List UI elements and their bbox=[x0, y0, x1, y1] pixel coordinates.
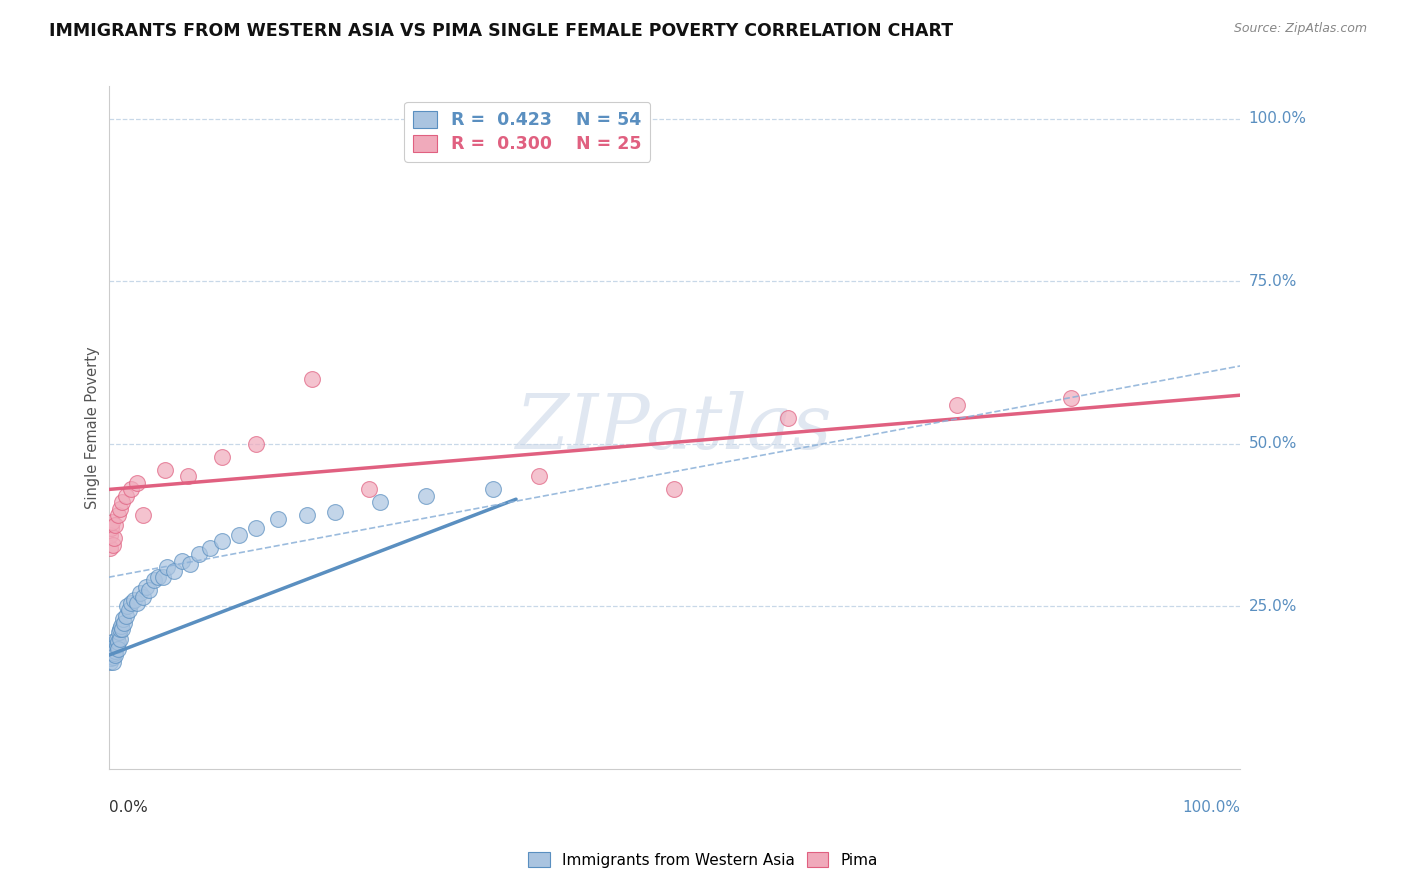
Point bbox=[323, 505, 346, 519]
Point bbox=[120, 483, 142, 497]
Point bbox=[527, 469, 550, 483]
Point bbox=[131, 508, 153, 523]
Point bbox=[107, 508, 129, 523]
Point bbox=[211, 534, 233, 549]
Point bbox=[148, 570, 170, 584]
Text: 50.0%: 50.0% bbox=[1249, 436, 1296, 451]
Point bbox=[664, 483, 686, 497]
Point bbox=[138, 583, 160, 598]
Point bbox=[101, 635, 124, 649]
Point bbox=[110, 619, 132, 633]
Point bbox=[98, 528, 121, 542]
Point bbox=[172, 554, 194, 568]
Point bbox=[104, 518, 127, 533]
Point bbox=[103, 640, 125, 654]
Legend: R =  0.423    N = 54, R =  0.300    N = 25: R = 0.423 N = 54, R = 0.300 N = 25 bbox=[405, 102, 651, 162]
Text: ZIPatlas: ZIPatlas bbox=[516, 391, 832, 465]
Point bbox=[211, 450, 233, 464]
Text: IMMIGRANTS FROM WESTERN ASIA VS PIMA SINGLE FEMALE POVERTY CORRELATION CHART: IMMIGRANTS FROM WESTERN ASIA VS PIMA SIN… bbox=[49, 22, 953, 40]
Text: 0.0%: 0.0% bbox=[108, 799, 148, 814]
Text: Source: ZipAtlas.com: Source: ZipAtlas.com bbox=[1233, 22, 1367, 36]
Point bbox=[101, 643, 124, 657]
Point bbox=[107, 641, 129, 656]
Point bbox=[301, 372, 323, 386]
Point bbox=[101, 538, 124, 552]
Point bbox=[482, 483, 505, 497]
Point bbox=[111, 495, 134, 509]
Point bbox=[125, 475, 148, 490]
Legend: Immigrants from Western Asia, Pima: Immigrants from Western Asia, Pima bbox=[522, 846, 884, 873]
Point bbox=[129, 586, 152, 600]
Point bbox=[188, 548, 211, 562]
Point bbox=[108, 632, 131, 646]
Point bbox=[100, 639, 122, 653]
Point bbox=[112, 612, 135, 626]
Point bbox=[115, 599, 138, 614]
Point bbox=[163, 564, 186, 578]
Point bbox=[125, 596, 148, 610]
Point bbox=[108, 622, 131, 636]
Point bbox=[105, 639, 128, 653]
Point bbox=[101, 655, 124, 669]
Point bbox=[114, 609, 136, 624]
Point bbox=[101, 650, 124, 665]
Point bbox=[101, 515, 124, 529]
Point bbox=[245, 521, 267, 535]
Point bbox=[100, 645, 122, 659]
Point bbox=[98, 641, 121, 656]
Point bbox=[100, 521, 122, 535]
Point bbox=[122, 593, 145, 607]
Point bbox=[155, 463, 177, 477]
Point bbox=[135, 580, 157, 594]
Point bbox=[98, 655, 121, 669]
Point bbox=[120, 596, 142, 610]
Point bbox=[228, 528, 250, 542]
Point bbox=[100, 651, 122, 665]
Text: 100.0%: 100.0% bbox=[1182, 799, 1240, 814]
Point bbox=[295, 508, 318, 523]
Point bbox=[245, 437, 267, 451]
Point bbox=[131, 590, 153, 604]
Point bbox=[156, 560, 179, 574]
Point bbox=[267, 512, 290, 526]
Point bbox=[200, 541, 222, 555]
Point bbox=[104, 643, 127, 657]
Point bbox=[415, 489, 437, 503]
Point bbox=[107, 635, 129, 649]
Point bbox=[103, 646, 125, 660]
Y-axis label: Single Female Poverty: Single Female Poverty bbox=[86, 346, 100, 509]
Text: 25.0%: 25.0% bbox=[1249, 599, 1296, 614]
Text: 100.0%: 100.0% bbox=[1249, 112, 1306, 127]
Point bbox=[357, 483, 380, 497]
Point bbox=[108, 502, 131, 516]
Point bbox=[179, 558, 201, 572]
Point bbox=[368, 495, 391, 509]
Text: 75.0%: 75.0% bbox=[1249, 274, 1296, 289]
Point bbox=[104, 648, 127, 663]
Point bbox=[152, 570, 174, 584]
Point bbox=[101, 646, 124, 660]
Point bbox=[105, 632, 128, 646]
Point bbox=[98, 541, 121, 555]
Point bbox=[946, 398, 969, 412]
Point bbox=[142, 574, 165, 588]
Point bbox=[114, 489, 136, 503]
Point bbox=[1059, 392, 1081, 406]
Point bbox=[776, 411, 799, 425]
Point bbox=[103, 531, 125, 545]
Point bbox=[114, 615, 136, 630]
Point bbox=[111, 622, 134, 636]
Point bbox=[98, 648, 121, 663]
Point bbox=[118, 603, 141, 617]
Point bbox=[177, 469, 200, 483]
Point bbox=[108, 625, 131, 640]
